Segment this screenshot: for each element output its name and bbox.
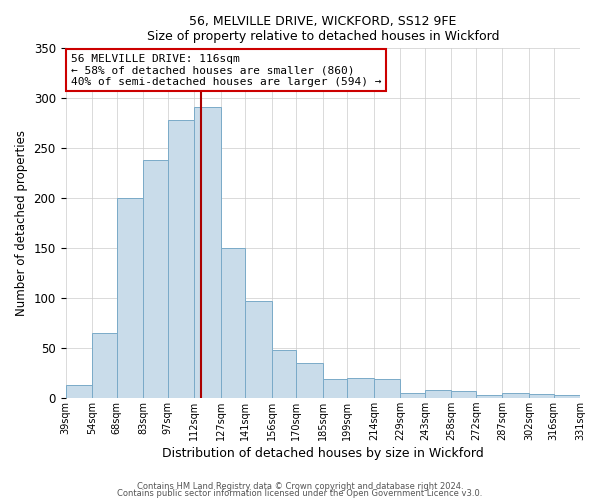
Y-axis label: Number of detached properties: Number of detached properties — [15, 130, 28, 316]
Bar — [502, 393, 529, 398]
Bar — [476, 395, 502, 398]
Bar — [168, 120, 194, 398]
Text: 56 MELVILLE DRIVE: 116sqm
← 58% of detached houses are smaller (860)
40% of semi: 56 MELVILLE DRIVE: 116sqm ← 58% of detac… — [71, 54, 381, 87]
X-axis label: Distribution of detached houses by size in Wickford: Distribution of detached houses by size … — [162, 447, 484, 460]
Bar — [425, 390, 451, 398]
Bar — [451, 391, 476, 398]
Bar — [194, 107, 221, 398]
Bar — [92, 333, 116, 398]
Bar — [272, 350, 296, 398]
Bar — [116, 198, 143, 398]
Text: Contains public sector information licensed under the Open Government Licence v3: Contains public sector information licen… — [118, 490, 482, 498]
Title: 56, MELVILLE DRIVE, WICKFORD, SS12 9FE
Size of property relative to detached hou: 56, MELVILLE DRIVE, WICKFORD, SS12 9FE S… — [146, 15, 499, 43]
Bar — [143, 160, 168, 398]
Bar — [245, 301, 272, 398]
Bar — [65, 385, 92, 398]
Bar — [296, 363, 323, 398]
Bar — [347, 378, 374, 398]
Bar — [529, 394, 554, 398]
Bar — [400, 393, 425, 398]
Bar — [374, 379, 400, 398]
Bar — [323, 379, 347, 398]
Bar — [221, 248, 245, 398]
Text: Contains HM Land Registry data © Crown copyright and database right 2024.: Contains HM Land Registry data © Crown c… — [137, 482, 463, 491]
Bar — [554, 395, 580, 398]
